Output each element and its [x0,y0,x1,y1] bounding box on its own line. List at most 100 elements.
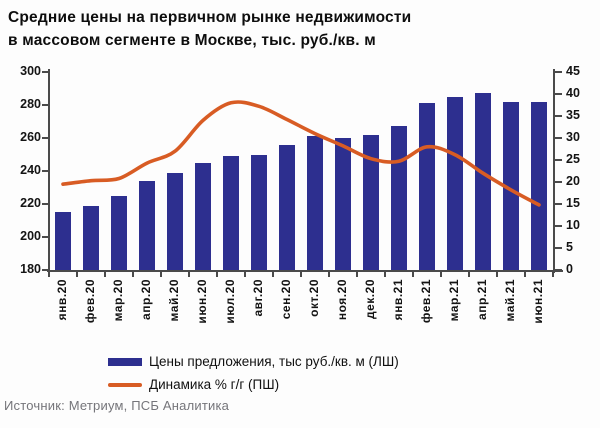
y-axis-left-tick [42,236,49,238]
x-axis-tick [188,272,190,277]
x-axis-tick [328,272,330,277]
y-axis-right-label: 35 [566,108,580,122]
y-axis-right-tick [555,115,562,117]
x-axis-label: фев.20 [83,279,97,324]
x-axis [47,270,563,272]
y-axis-left-label: 240 [20,163,41,177]
x-axis-label: июл.20 [223,279,237,324]
x-axis-label: окт.20 [307,279,321,317]
legend-item-prices: Цены предложения, тыс руб./кв. м (ЛШ) [108,350,399,373]
price-bar [503,101,519,270]
price-bar [55,212,71,270]
y-axis-left-tick [42,71,49,73]
y-axis-right [553,69,555,273]
price-bar [531,101,547,270]
y-axis-left-tick [42,203,49,205]
y-axis-left-label: 180 [20,262,41,276]
price-bar [83,205,99,270]
y-axis-left-label: 300 [20,64,41,78]
y-axis-right-label: 30 [566,130,580,144]
y-axis-left-tick [42,170,49,172]
x-axis-label: янв.21 [391,279,405,321]
price-bar [279,144,295,270]
y-axis-left-label: 260 [20,130,41,144]
x-axis-label: янв.20 [55,279,69,321]
price-bar [111,195,127,270]
y-axis-right-tick [555,269,562,271]
y-axis-right-label: 25 [566,152,580,166]
dynamics-line-layer [61,100,541,207]
y-axis-left-label: 200 [20,229,41,243]
y-axis-right-tick [555,71,562,73]
legend-item-dynamics: Динамика % г/г (ПШ) [108,373,399,396]
y-axis-left-label: 220 [20,196,41,210]
price-bar [195,162,211,270]
price-bar [167,172,183,270]
y-axis-right-label: 15 [566,196,580,210]
x-axis-label: май.21 [503,279,517,322]
x-axis-tick [48,272,50,277]
y-axis-right-label: 10 [566,218,580,232]
x-axis-label: мар.20 [111,279,125,322]
x-axis-tick [440,272,442,277]
y-axis-right-label: 0 [566,262,573,276]
y-axis-right-tick [555,225,562,227]
price-bar [139,180,155,270]
chart-legend: Цены предложения, тыс руб./кв. м (ЛШ) Ди… [108,350,399,396]
y-axis-right-tick [555,247,562,249]
chart-title-line1: Средние цены на первичном рынке недвижим… [8,9,412,26]
x-axis-label: мар.21 [447,279,461,322]
price-bar [307,136,323,270]
x-axis-tick [468,272,470,277]
x-axis-tick [76,272,78,277]
price-bar [335,138,351,270]
x-axis-tick [104,272,106,277]
y-axis-right-tick [555,203,562,205]
y-axis-right-label: 20 [566,174,580,188]
x-axis-tick [244,272,246,277]
x-axis-tick [216,272,218,277]
x-axis-tick [412,272,414,277]
x-axis-label: июн.20 [195,279,209,324]
price-bar [223,156,239,270]
y-axis-left-tick [42,104,49,106]
price-bar [475,93,491,270]
x-axis-tick [160,272,162,277]
y-axis-right-tick [555,181,562,183]
y-axis-right-tick [555,159,562,161]
price-bar [251,154,267,270]
x-axis-tick [524,272,526,277]
x-axis-label: апр.20 [139,279,153,320]
y-axis-right-label: 40 [566,86,580,100]
y-axis-left-tick [42,269,49,271]
y-axis-left [48,69,50,273]
x-axis-label: дек.20 [363,279,377,319]
line-series-swatch [108,382,142,387]
y-axis-right-tick [555,93,562,95]
bar-series-swatch [108,357,142,366]
x-axis-tick [384,272,386,277]
x-axis-label: июн.21 [531,279,545,324]
x-axis-tick [132,272,134,277]
y-axis-right-label: 45 [566,64,580,78]
y-axis-left-tick [42,137,49,139]
x-axis-tick [272,272,274,277]
x-axis-label: сен.20 [279,279,293,320]
x-axis-label: фев.21 [419,279,433,324]
y-axis-left-label: 280 [20,97,41,111]
y-axis-right-tick [555,137,562,139]
x-axis-tick [356,272,358,277]
chart-title-line2: в массовом сегменте в Москве, тыс. руб./… [8,32,376,50]
price-bar [447,96,463,270]
y-axis-right-label: 5 [566,240,573,254]
x-axis-tick [300,272,302,277]
legend-label-dynamics: Динамика % г/г (ПШ) [149,377,280,392]
x-axis-tick [496,272,498,277]
x-axis-label: авг.20 [251,279,265,317]
x-axis-label: ноя.20 [335,279,349,321]
price-bar [363,134,379,270]
source-note: Источник: Метриум, ПСБ Аналитика [4,398,230,413]
chart-title: Средние цены на первичном рынке недвижим… [8,6,583,53]
